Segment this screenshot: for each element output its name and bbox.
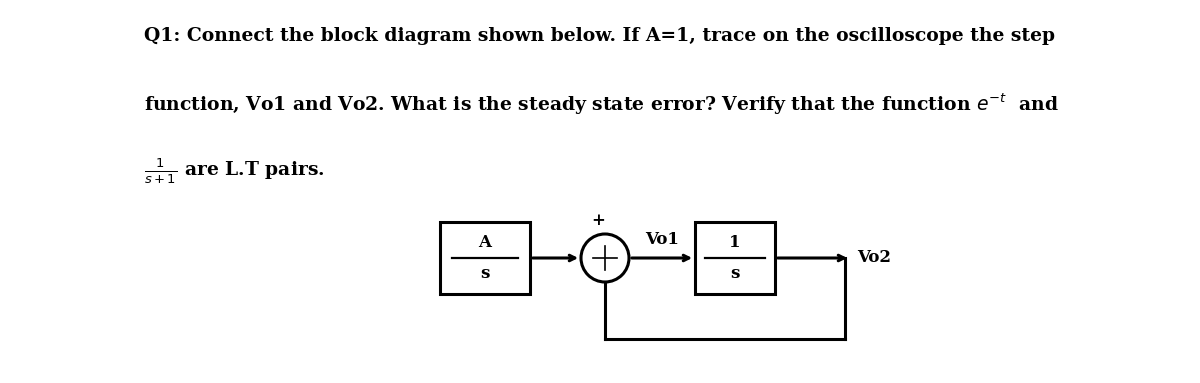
Text: 1: 1 xyxy=(730,234,740,251)
Bar xyxy=(695,222,775,294)
Text: Vo2: Vo2 xyxy=(857,249,890,267)
Text: +: + xyxy=(590,212,605,229)
Text: function, Vo1 and Vo2. What is the steady state error? Verify that the function : function, Vo1 and Vo2. What is the stead… xyxy=(144,92,1058,118)
Bar xyxy=(440,222,530,294)
Text: $\frac{1}{s+1}$ are L.T pairs.: $\frac{1}{s+1}$ are L.T pairs. xyxy=(144,157,325,187)
Text: s: s xyxy=(731,265,739,282)
Circle shape xyxy=(581,234,629,282)
Text: Q1: Connect the block diagram shown below. If A=1, trace on the oscilloscope the: Q1: Connect the block diagram shown belo… xyxy=(144,27,1055,45)
Text: A: A xyxy=(479,234,492,251)
Text: Vo1: Vo1 xyxy=(646,231,679,248)
Text: s: s xyxy=(480,265,490,282)
